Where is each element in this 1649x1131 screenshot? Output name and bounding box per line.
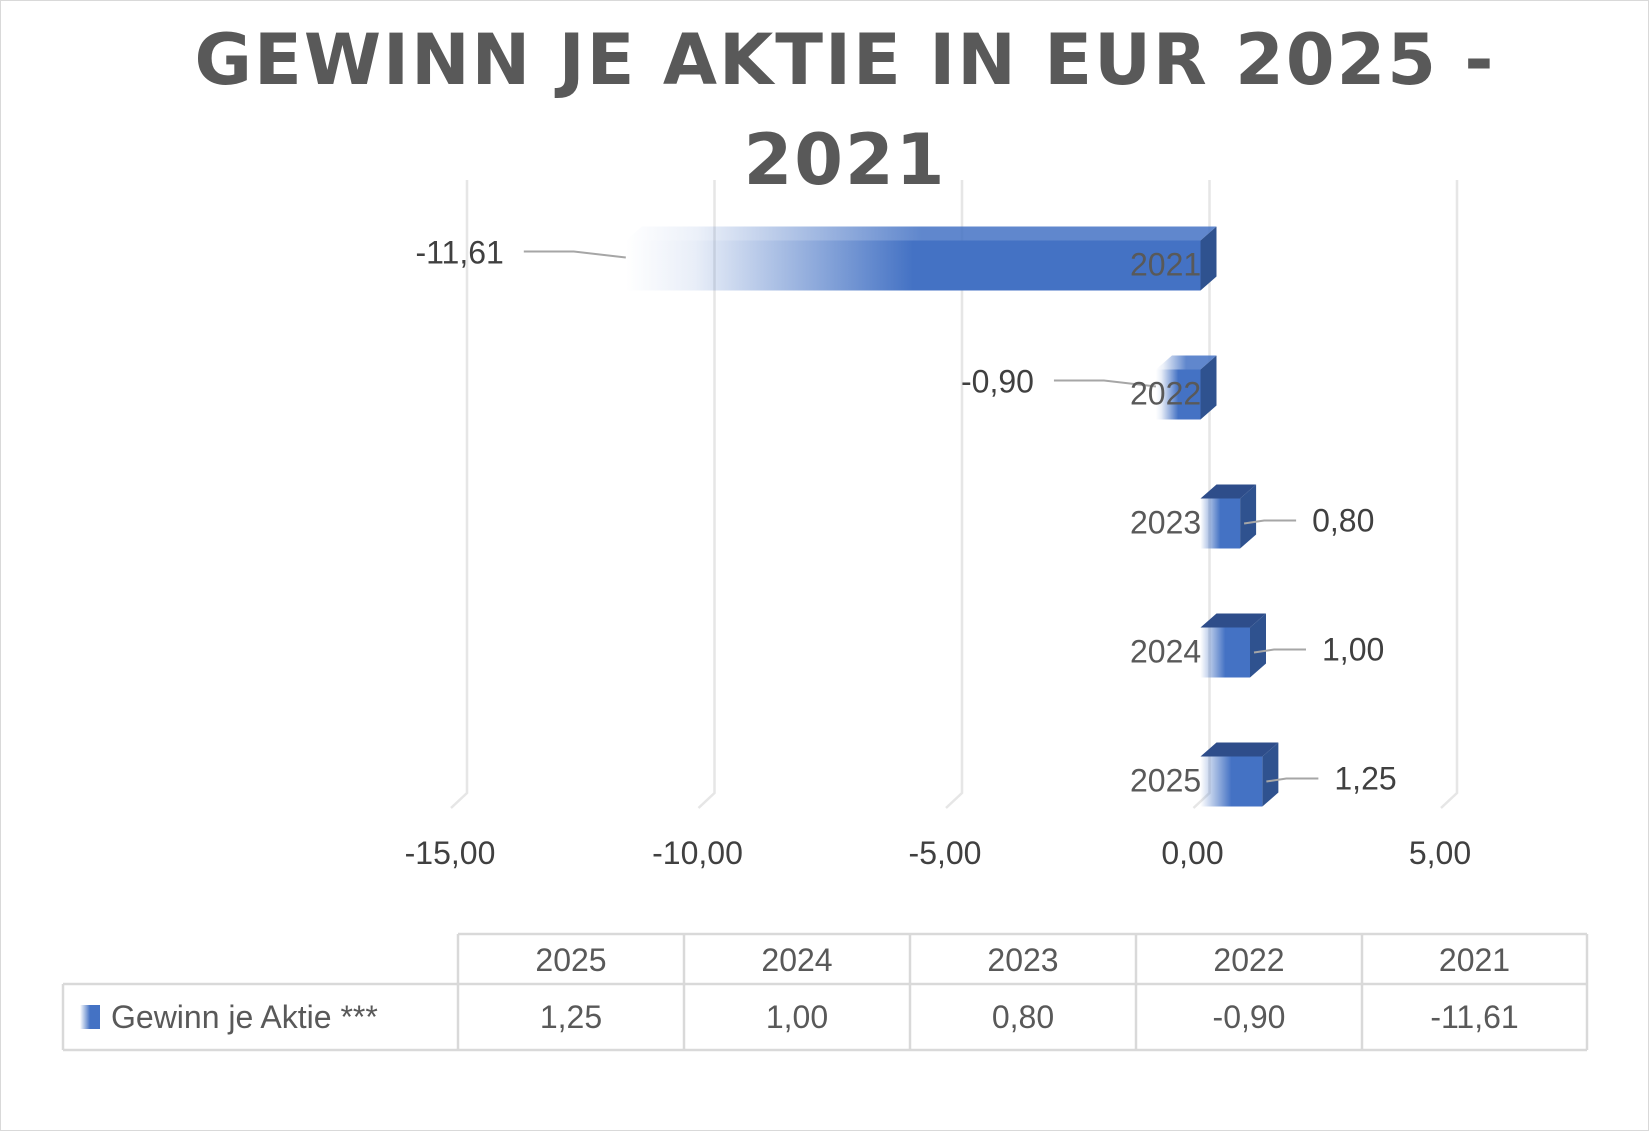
data-label: 1,00 [1322, 632, 1384, 668]
gridline [450, 180, 469, 809]
leader-line [1243, 519, 1297, 525]
table-header-cell: 2024 [761, 942, 832, 978]
legend-key [80, 1005, 100, 1029]
category-label: 2023 [1130, 505, 1201, 541]
bar-top-face [1200, 613, 1266, 628]
x-tick-label: -15,00 [405, 835, 496, 871]
leader-line [1266, 777, 1319, 783]
table-header-cell: 2022 [1213, 942, 1284, 978]
category-label: 2021 [1130, 247, 1201, 283]
data-label: -11,61 [415, 235, 503, 271]
data-labels: -11,61 -0,90 0,80 1,00 1,25 [415, 235, 1396, 797]
legend-series-label: Gewinn je Aktie *** [111, 999, 378, 1035]
table-header-cell: 2021 [1439, 942, 1510, 978]
x-tick-label: 5,00 [1409, 835, 1471, 871]
data-label: 1,25 [1334, 761, 1396, 797]
chart-title-line-1: GEWINN JE AKTIE IN EUR 2025 - [195, 19, 1496, 101]
leader-line [1053, 379, 1157, 388]
bars [625, 226, 1279, 807]
leader-line [1253, 648, 1306, 654]
bar [1200, 498, 1241, 549]
x-axis: -15,00 -10,00 -5,00 0,00 5,00 [405, 835, 1472, 871]
table-header-cell: 2025 [535, 942, 606, 978]
bar-side-face [1200, 355, 1217, 420]
table-value-cell: 0,80 [992, 999, 1054, 1035]
bar-top-face [1200, 742, 1279, 757]
data-label: 0,80 [1312, 503, 1374, 539]
bar-side-face [1262, 742, 1279, 807]
gridlines [450, 180, 1459, 809]
chart-title-line-2: 2021 [744, 119, 947, 201]
bar [1200, 756, 1263, 807]
x-tick-label: -10,00 [652, 835, 743, 871]
bar-side-face [1200, 226, 1217, 291]
bar-top-face [1155, 355, 1217, 370]
leader-line [523, 250, 626, 259]
bar-side-face [1240, 484, 1257, 549]
data-label: -0,90 [961, 364, 1034, 400]
table-value-cell: -11,61 [1430, 999, 1518, 1035]
gridline [945, 180, 964, 809]
category-label: 2022 [1130, 376, 1201, 412]
bar-side-face [1250, 613, 1266, 678]
bar [1200, 627, 1250, 678]
table-value-cell: 1,00 [766, 999, 828, 1035]
data-table: 2025 2024 2023 2022 2021 1,25 1,00 0,80 -0,90 -11… [61, 932, 1589, 1052]
category-label: 2024 [1130, 634, 1201, 670]
x-tick-label: -5,00 [909, 835, 982, 871]
bar-top-face [625, 226, 1217, 241]
bar-top-face [1200, 484, 1257, 499]
table-value-cell: -0,90 [1213, 999, 1286, 1035]
table-value-cell: 1,25 [540, 999, 602, 1035]
x-tick-label: 0,00 [1161, 835, 1223, 871]
table-header-cell: 2023 [987, 942, 1058, 978]
category-labels: 2021 2022 2023 2024 2025 [1130, 247, 1201, 799]
gridline [697, 180, 716, 809]
bar [1155, 369, 1201, 420]
gridline [1440, 180, 1459, 809]
category-label: 2025 [1130, 763, 1201, 799]
bar [625, 240, 1201, 291]
